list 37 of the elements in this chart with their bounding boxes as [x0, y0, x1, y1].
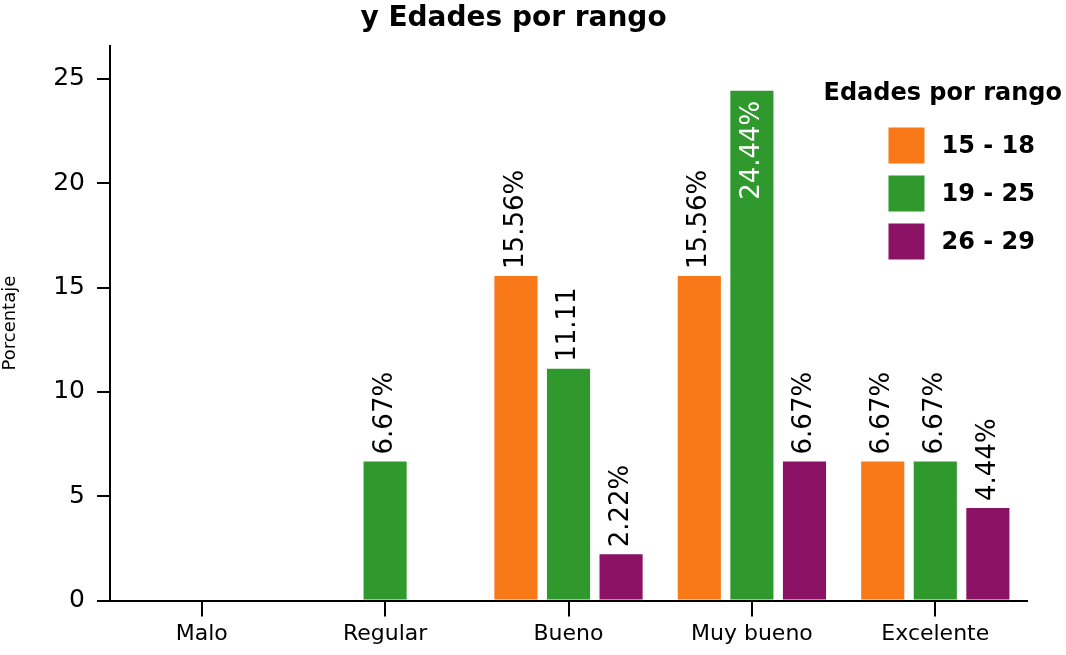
y-tick-label: 10 — [53, 375, 85, 405]
bar — [861, 461, 905, 600]
bar — [730, 90, 774, 600]
y-tick-label: 5 — [69, 479, 85, 509]
x-tick-label: Excelente — [881, 619, 990, 645]
y-tick-label: 0 — [69, 584, 85, 614]
bar — [363, 461, 407, 600]
data-label: 4.44% — [970, 418, 1001, 501]
legend-title: Edades por rango — [823, 77, 1062, 106]
y-tick-label: 25 — [53, 62, 85, 92]
data-label: 6.67% — [787, 371, 818, 455]
legend-label: 19 - 25 — [941, 178, 1035, 207]
x-tick-label: Malo — [175, 619, 228, 645]
bar — [782, 461, 827, 600]
bar — [546, 368, 591, 600]
y-tick-label: 15 — [53, 271, 85, 301]
x-tick-label: Bueno — [533, 619, 604, 645]
data-label: 11.11 — [551, 287, 582, 362]
legend-label: 15 - 18 — [941, 130, 1035, 159]
chart-title: y Edades por rango — [360, 0, 667, 34]
data-label: 6.67% — [367, 371, 398, 455]
x-tick-label: Muy bueno — [691, 619, 813, 645]
data-label: 15.56% — [682, 169, 713, 269]
x-tick-label: Regular — [342, 619, 429, 645]
y-tick-label: 20 — [53, 166, 85, 196]
bar — [913, 461, 957, 600]
legend-label: 26 - 29 — [941, 226, 1035, 255]
y-axis-title: Porcentaje — [0, 275, 20, 371]
data-label: 6.67% — [918, 371, 949, 455]
bar — [599, 554, 643, 600]
bar — [966, 507, 1010, 600]
data-label: 6.67% — [865, 371, 896, 455]
data-label: 15.56% — [498, 169, 529, 269]
data-label: 2.22% — [603, 464, 634, 548]
bar — [494, 275, 538, 600]
data-label: 24.44% — [734, 100, 765, 200]
bar — [677, 275, 721, 600]
